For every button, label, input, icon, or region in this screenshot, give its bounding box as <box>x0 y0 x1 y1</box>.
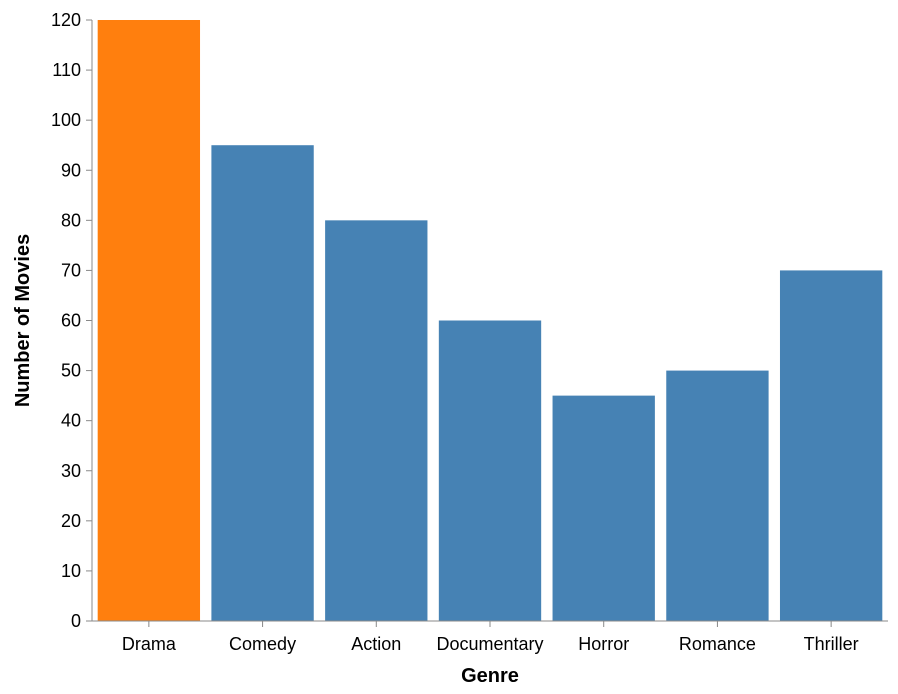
x-tick-label: Documentary <box>436 634 543 654</box>
bar-romance <box>666 370 769 621</box>
bar-drama <box>97 20 201 621</box>
bar-action <box>325 220 428 622</box>
bar-horror <box>552 395 655 621</box>
y-tick-label: 100 <box>51 110 81 130</box>
y-tick-label: 10 <box>61 561 81 581</box>
x-tick-label: Action <box>351 634 401 654</box>
bar-thriller <box>779 270 883 621</box>
y-tick-label: 40 <box>61 411 81 431</box>
x-tick-label: Comedy <box>229 634 296 654</box>
x-axis: Drama Comedy Action Documentary Horror Romanc… <box>92 620 888 654</box>
x-tick-label: Drama <box>122 634 177 654</box>
x-tick-label: Thriller <box>804 634 859 654</box>
y-tick-label: 0 <box>71 611 81 631</box>
y-tick-label: 120 <box>51 10 81 30</box>
y-tick-label: 70 <box>61 260 81 280</box>
y-tick-label: 50 <box>61 361 81 381</box>
bar-comedy <box>211 145 314 622</box>
y-tick-label: 60 <box>61 311 81 331</box>
x-axis-title: Genre <box>461 665 519 687</box>
x-tick-label: Horror <box>578 634 629 654</box>
bar-documentary <box>438 320 542 621</box>
y-tick-label: 110 <box>52 60 81 80</box>
x-tick-label: Romance <box>679 634 756 654</box>
y-tick-label: 80 <box>61 210 81 230</box>
y-tick-label: 90 <box>61 160 81 180</box>
bars <box>97 20 883 622</box>
y-tick-label: 20 <box>61 511 81 531</box>
y-axis: 0 10 20 30 40 50 60 70 80 90 100 110 120 <box>51 10 93 631</box>
y-axis-title: Number of Movies <box>12 234 34 407</box>
y-tick-label: 30 <box>61 461 81 481</box>
